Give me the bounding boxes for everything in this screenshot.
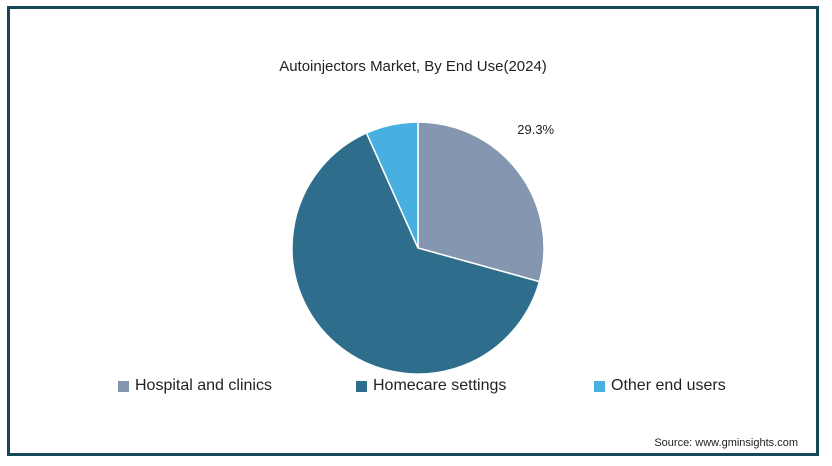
legend: Hospital and clinics Homecare settings O… — [0, 377, 832, 399]
legend-item-homecare-settings: Homecare settings — [356, 377, 506, 395]
source-note: Source: www.gminsights.com — [654, 437, 798, 449]
pie-slice-homecare-settings — [291, 132, 541, 375]
legend-swatch-hospital-and-clinics — [118, 380, 129, 392]
pie-slice-hospital-and-clinics — [417, 121, 545, 283]
legend-label-hospital-and-clinics: Hospital and clinics — [135, 377, 272, 394]
chart-title: Autoinjectors Market, By End Use(2024) — [279, 58, 547, 75]
legend-label-homecare-settings: Homecare settings — [373, 377, 507, 394]
data-label-hospital-and-clinics: 29.3% — [517, 122, 554, 137]
legend-label-other-end-users: Other end users — [611, 377, 726, 394]
legend-swatch-homecare-settings — [356, 380, 367, 392]
legend-swatch-other-end-users — [594, 380, 605, 392]
pie-slice-other-end-users — [365, 121, 419, 249]
legend-item-hospital-and-clinics: Hospital and clinics — [118, 377, 272, 395]
legend-item-other-end-users: Other end users — [594, 377, 726, 395]
